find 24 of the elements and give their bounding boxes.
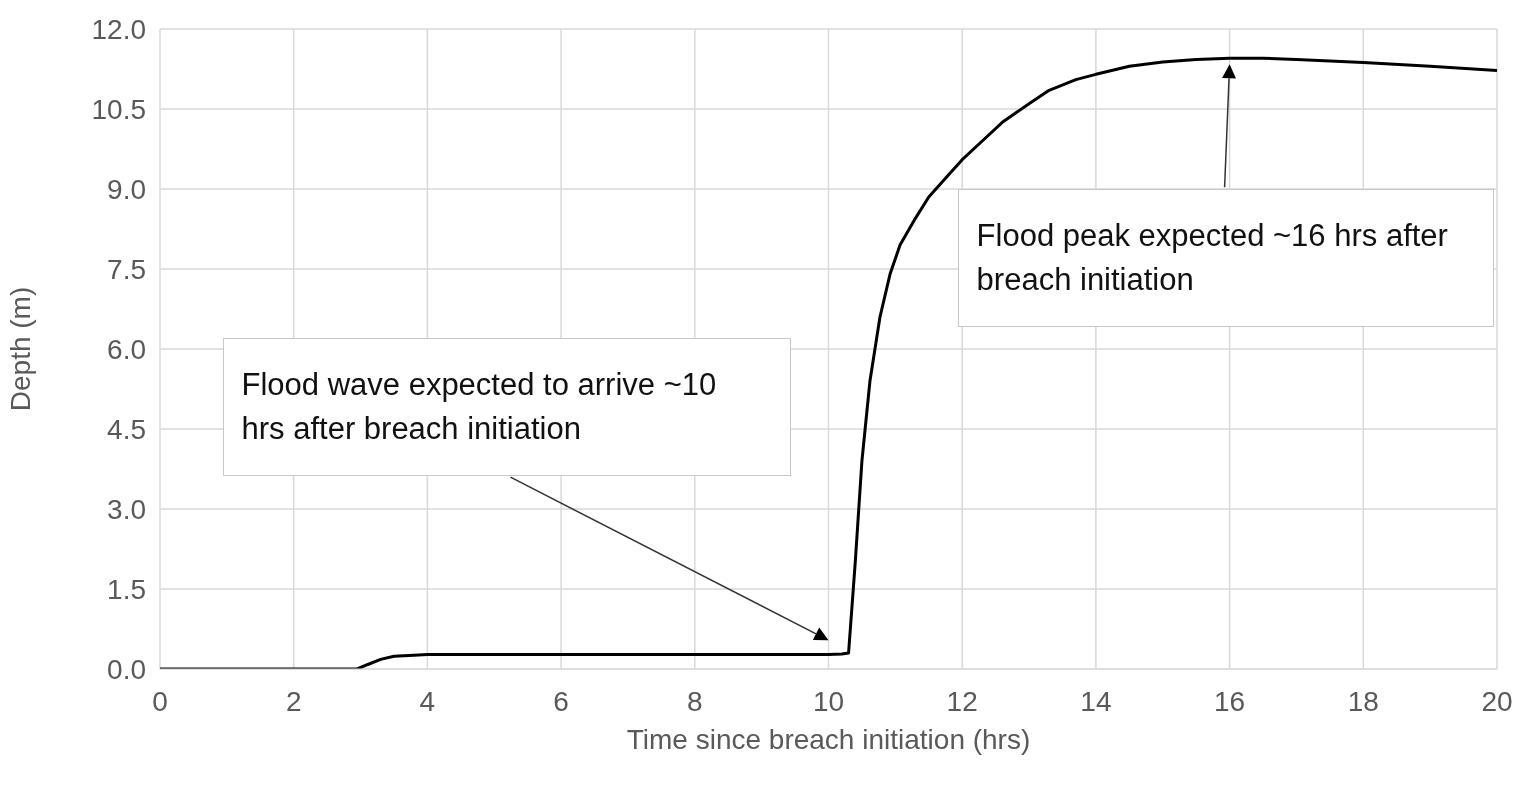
x-tick-label: 8 (687, 686, 703, 717)
x-tick-label: 0 (152, 686, 168, 717)
annotation: Flood peak expected ~16 hrs after breach initiation (976, 217, 1449, 300)
y-tick-label: 9.0 (107, 173, 146, 205)
x-tick-label: 16 (1214, 686, 1246, 717)
x-tick-label: 14 (1080, 686, 1112, 717)
x-axis-title: Time since breach initiation (hrs) (626, 724, 1031, 755)
x-tick-label: 4 (419, 686, 436, 717)
x-tick-label: 6 (553, 686, 569, 717)
y-tick-label: 12.0 (91, 13, 146, 45)
x-tick-label: 18 (1347, 686, 1379, 717)
y-axis-title: Depth (m) (4, 286, 36, 412)
y-tick-label: 7.5 (107, 253, 146, 285)
y-tick-label: 3.0 (107, 493, 146, 525)
y-tick-label: 10.5 (91, 93, 146, 125)
x-tick-label: 20 (1481, 686, 1513, 717)
y-tick-label: 6.0 (107, 333, 146, 365)
y-tick-label: 1.5 (107, 573, 146, 605)
y-tick-label: 4.5 (107, 413, 146, 445)
y-tick-label: 0.0 (107, 653, 146, 685)
x-tick-label: 12 (946, 686, 978, 717)
annotation: Flood wave expected to arrive ~10 hrs after breach initiation (241, 366, 718, 449)
x-tick-label: 2 (285, 686, 302, 717)
x-tick-label: 10 (812, 686, 845, 717)
